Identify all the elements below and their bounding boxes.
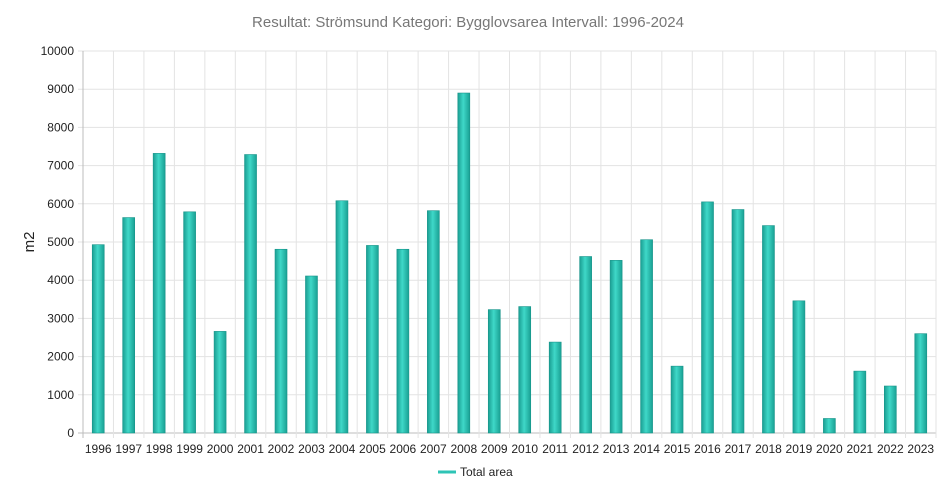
x-tick-label: 2013 bbox=[603, 442, 630, 456]
bar-2007[interactable] bbox=[427, 210, 440, 434]
bar-2017[interactable] bbox=[731, 209, 745, 434]
grid-lines bbox=[78, 50, 937, 438]
y-tick-label: 7000 bbox=[47, 159, 74, 173]
y-tick-label: 4000 bbox=[47, 273, 74, 287]
y-tick-label: 2000 bbox=[47, 350, 74, 364]
x-tick-label: 1996 bbox=[85, 442, 112, 456]
bar-2021[interactable] bbox=[853, 370, 867, 434]
x-tick-label: 2006 bbox=[390, 442, 417, 456]
x-tick-label: 1997 bbox=[115, 442, 142, 456]
x-tick-label: 2002 bbox=[268, 442, 295, 456]
x-tick-label: 2010 bbox=[511, 442, 538, 456]
bar-2000[interactable] bbox=[213, 331, 227, 434]
y-tick-label: 9000 bbox=[47, 82, 74, 96]
x-tick-label: 2015 bbox=[664, 442, 691, 456]
bar-2020[interactable] bbox=[823, 418, 836, 434]
bar-2003[interactable] bbox=[305, 275, 318, 434]
x-tick-label: 2005 bbox=[359, 442, 386, 456]
y-tick-label: 6000 bbox=[47, 197, 74, 211]
bar-1999[interactable] bbox=[183, 211, 196, 434]
bar-2013[interactable] bbox=[609, 260, 623, 434]
x-tick-label: 2000 bbox=[207, 442, 234, 456]
bar-2005[interactable] bbox=[366, 245, 379, 434]
x-tick-label: 2012 bbox=[572, 442, 599, 456]
bar-2022[interactable] bbox=[884, 385, 897, 434]
x-tick-label: 2004 bbox=[329, 442, 356, 456]
y-tick-label: 3000 bbox=[47, 311, 74, 325]
bar-2001[interactable] bbox=[244, 154, 257, 434]
x-tick-label: 2016 bbox=[694, 442, 721, 456]
bar-2023[interactable] bbox=[914, 333, 928, 434]
x-tick-label: 2021 bbox=[846, 442, 873, 456]
x-tick-label: 2011 bbox=[542, 442, 568, 456]
y-tick-label: 0 bbox=[67, 426, 74, 440]
legend-label: Total area bbox=[460, 465, 513, 479]
x-tick-label: 2018 bbox=[755, 442, 782, 456]
y-tick-label: 10000 bbox=[41, 44, 75, 58]
x-tick-label: 2009 bbox=[481, 442, 508, 456]
y-axis-ticks: 0 1000 2000 3000 4000 5000 6000 7000 8000 9000 100… bbox=[41, 44, 75, 440]
bar-2012[interactable] bbox=[579, 256, 592, 434]
chart-title: Resultat: Strömsund Kategori: Bygglovsar… bbox=[252, 14, 684, 31]
bar-2015[interactable] bbox=[670, 365, 684, 434]
bar-1998[interactable] bbox=[152, 153, 166, 434]
bar-1996[interactable] bbox=[91, 244, 105, 434]
x-tick-label: 2022 bbox=[877, 442, 904, 456]
y-axis-title: m2 bbox=[21, 232, 38, 253]
x-tick-label: 2017 bbox=[725, 442, 752, 456]
x-tick-label: 2014 bbox=[633, 442, 660, 456]
y-tick-label: 8000 bbox=[47, 120, 74, 134]
bars bbox=[91, 92, 928, 434]
x-tick-label: 1999 bbox=[176, 442, 203, 456]
bar-1997[interactable] bbox=[122, 217, 135, 434]
x-axis-ticks: 1996 1997 1998 1999 2000 2001 2002 2003 2004 2005… bbox=[85, 442, 935, 456]
bar-2018[interactable] bbox=[762, 225, 775, 434]
x-tick-label: 2003 bbox=[298, 442, 325, 456]
x-tick-label: 2023 bbox=[907, 442, 934, 456]
legend[interactable]: Total area bbox=[438, 465, 513, 479]
x-tick-label: 2008 bbox=[450, 442, 477, 456]
x-tick-label: 2020 bbox=[816, 442, 843, 456]
bar-2006[interactable] bbox=[396, 248, 410, 434]
bar-2002[interactable] bbox=[274, 248, 288, 434]
bar-2011[interactable] bbox=[548, 341, 562, 434]
bar-2009[interactable] bbox=[487, 309, 501, 434]
bar-2016[interactable] bbox=[701, 201, 714, 434]
x-tick-label: 2019 bbox=[786, 442, 813, 456]
y-tick-label: 1000 bbox=[47, 388, 74, 402]
x-tick-label: 2007 bbox=[420, 442, 447, 456]
x-tick-label: 2001 bbox=[237, 442, 264, 456]
y-tick-label: 5000 bbox=[47, 235, 74, 249]
bar-2008[interactable] bbox=[457, 92, 471, 434]
bar-2010[interactable] bbox=[518, 306, 532, 434]
bar-2014[interactable] bbox=[640, 239, 653, 434]
x-tick-label: 1998 bbox=[146, 442, 173, 456]
bar-2004[interactable] bbox=[335, 200, 349, 434]
bar-2019[interactable] bbox=[792, 300, 806, 434]
